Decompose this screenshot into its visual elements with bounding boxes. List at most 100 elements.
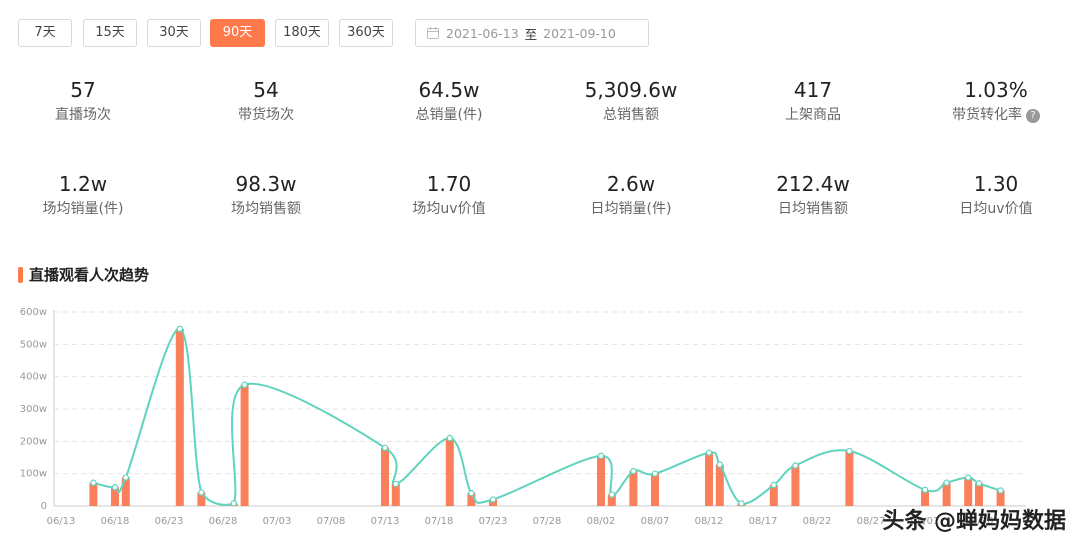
x-tick-label: 09/06 [965, 516, 994, 527]
data-point [608, 491, 616, 498]
bar [791, 465, 800, 506]
section-title-text: 直播观看人次趋势 [29, 266, 150, 284]
y-tick-label: 300w [20, 404, 47, 415]
data-point [597, 452, 605, 460]
x-tick-label: 07/23 [479, 516, 508, 527]
data-point [230, 500, 237, 507]
date-range-picker[interactable]: 2021-06-13 至 2021-09-10 [415, 19, 649, 47]
date-separator: 至 [524, 26, 538, 42]
section-title: 直播观看人次趋势 [18, 264, 149, 285]
x-tick-label: 08/02 [587, 516, 616, 527]
bar [445, 438, 454, 506]
range-button-90d[interactable]: 90天 [210, 19, 265, 47]
x-tick-label: 07/18 [425, 516, 454, 527]
bar [240, 384, 249, 506]
stat-label: 带货转化率 [952, 107, 1022, 123]
stat-listed-products: 417 上架商品 [728, 78, 898, 124]
stat-label: 场均销售额 [231, 201, 301, 217]
range-button-30d[interactable]: 30天 [147, 19, 201, 47]
range-button-360d[interactable]: 360天 [339, 19, 393, 47]
bar [921, 489, 929, 506]
x-tick-label: 08/27 [857, 516, 886, 527]
stat-total-revenue: 5,309.6w 总销售额 [546, 78, 716, 124]
stat-daily-avg-sales: 2.6w 日均销量(件) [546, 172, 716, 218]
stat-conversion-rate: 1.03% 带货转化率? [911, 78, 1080, 124]
data-point [122, 474, 130, 481]
stat-value: 417 [793, 78, 833, 102]
bar [607, 494, 616, 506]
data-point [630, 467, 637, 475]
data-point [489, 496, 497, 503]
data-point [176, 325, 183, 333]
x-tick-label: 08/17 [749, 516, 778, 527]
data-point [111, 484, 119, 491]
stat-value: 1.03% [964, 78, 1028, 102]
stat-total-sales: 64.5w 总销量(件) [364, 78, 534, 124]
stat-value: 54 [253, 78, 279, 102]
bar [111, 487, 119, 506]
bar [996, 490, 1005, 506]
x-tick-label: 07/08 [317, 516, 346, 527]
x-tick-label: 06/23 [155, 516, 184, 527]
x-tick-label: 08/12 [695, 516, 724, 527]
stat-label-row: 带货转化率? [911, 106, 1080, 124]
x-tick-label: 08/07 [641, 516, 670, 527]
stat-label: 日均销售额 [778, 201, 848, 217]
stat-live-sessions: 57 直播场次 [0, 78, 168, 124]
stat-avg-sales-per-session: 1.2w 场均销量(件) [0, 172, 168, 218]
viewers-trend-chart: 0 100w 200w 300w 400w 500w 600w 06/13 06/18 06/2… [20, 307, 1026, 527]
range-button-7d[interactable]: 7天 [18, 19, 72, 47]
bar [629, 471, 638, 506]
bar [975, 483, 983, 506]
bar [715, 464, 724, 506]
stat-label: 日均销量(件) [590, 201, 672, 217]
bar [391, 484, 400, 506]
bar [942, 482, 951, 506]
stat-label: 总销量(件) [415, 107, 483, 123]
x-tick-label: 09/01 [911, 516, 940, 527]
bar [964, 477, 973, 506]
stat-label: 场均uv价值 [412, 201, 486, 217]
data-point [705, 449, 713, 456]
data-point [651, 470, 659, 477]
data-point [738, 500, 745, 507]
x-tick-label: 06/18 [101, 516, 130, 527]
data-point [392, 480, 399, 488]
bar [381, 447, 389, 506]
data-point [90, 479, 97, 486]
watermark: 头条 @蝉妈妈数据 [882, 509, 1066, 534]
data-point [965, 474, 972, 481]
bar [845, 451, 854, 506]
stat-label: 上架商品 [785, 107, 841, 123]
data-point [241, 381, 248, 388]
start-date: 2021-06-13 [446, 25, 519, 41]
range-button-15d[interactable]: 15天 [83, 19, 137, 47]
stat-daily-avg-uv-value: 1.30 日均uv价值 [911, 172, 1080, 218]
data-point [468, 489, 475, 497]
x-tick-label: 07/13 [371, 516, 400, 527]
bar [467, 493, 476, 506]
help-icon[interactable]: ? [1026, 109, 1040, 123]
bar [651, 473, 659, 506]
x-tick-label: 06/28 [209, 516, 238, 527]
stat-avg-uv-value-per-session: 1.70 场均uv价值 [364, 172, 534, 218]
data-point [792, 462, 799, 469]
data-point [446, 434, 453, 442]
bar [121, 477, 130, 506]
stat-value: 1.70 [426, 172, 472, 196]
bar [197, 492, 206, 506]
stat-value: 2.6w [606, 172, 656, 196]
stat-value: 64.5w [418, 78, 480, 102]
stat-label: 总销售额 [603, 107, 659, 123]
stat-selling-sessions: 54 带货场次 [181, 78, 351, 124]
calendar-icon [427, 27, 439, 39]
data-point [846, 447, 853, 455]
data-point [943, 479, 950, 486]
x-tick-label: 07/03 [263, 516, 292, 527]
stat-value: 98.3w [235, 172, 297, 196]
bar [489, 499, 497, 506]
bar [597, 455, 605, 506]
y-tick-label: 0 [41, 501, 47, 512]
range-button-180d[interactable]: 180天 [275, 19, 329, 47]
data-point [921, 486, 929, 494]
